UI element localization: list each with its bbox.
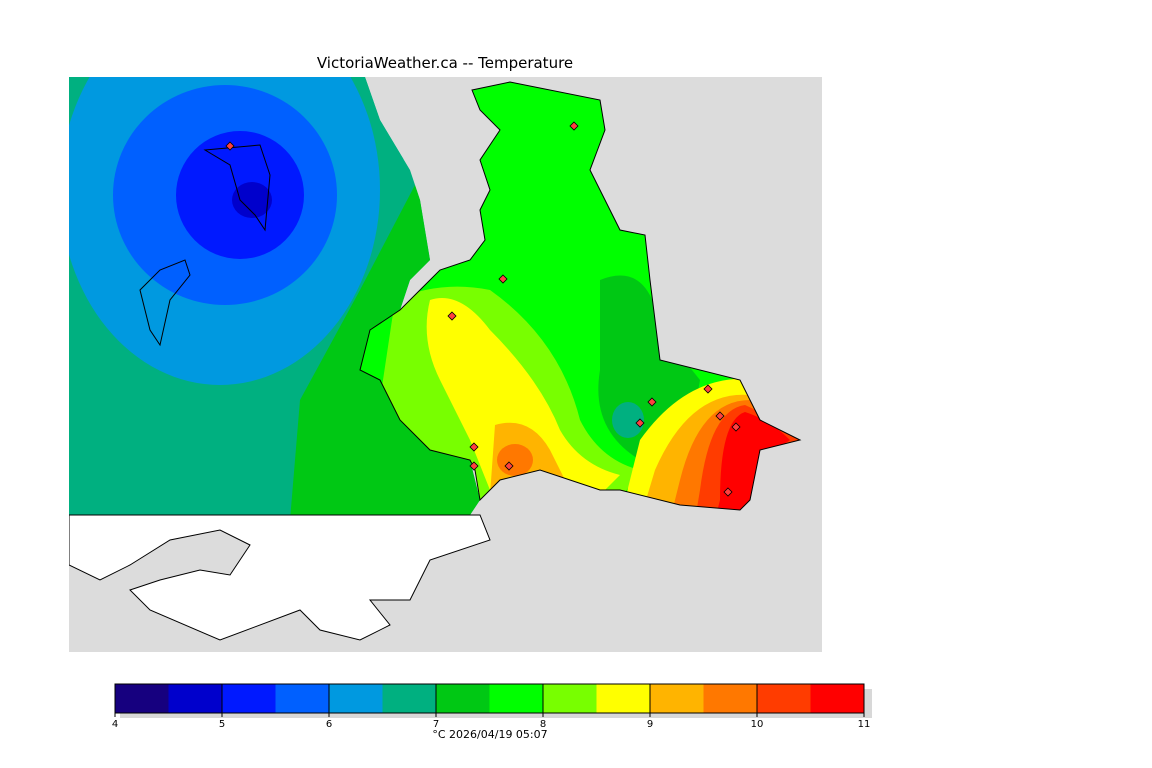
chart-title: VictoriaWeather.ca -- Temperature (316, 54, 574, 72)
colorbar-segment (436, 684, 490, 713)
temperature-map (69, 77, 822, 652)
colorbar-tick-label: 4 (112, 719, 118, 730)
station-marker[interactable] (504, 461, 514, 471)
coastline-island-2 (203, 144, 271, 232)
colorbar-segment (168, 684, 222, 713)
colorbar-tick-label: 9 (647, 719, 653, 730)
station-marker[interactable] (447, 311, 457, 321)
colorbar-caption: °C 2026/04/19 05:07 (432, 728, 547, 741)
colorbar-tick-label: 8 (540, 719, 546, 730)
colorbar-tick-label: 11 (858, 719, 871, 730)
weather-stations (225, 121, 741, 497)
colorbar-segment (489, 684, 543, 713)
contour-west (69, 77, 480, 515)
colorbar-segment (757, 684, 811, 713)
colorbar-segment (115, 684, 169, 713)
colorbar-tick-label: 10 (751, 719, 764, 730)
coastline-island (139, 259, 191, 347)
colorbar-segment (650, 684, 704, 713)
colorbar-tick-label: 5 (219, 719, 225, 730)
station-marker[interactable] (569, 121, 579, 131)
station-marker[interactable] (731, 422, 741, 432)
station-marker[interactable] (703, 384, 713, 394)
colorbar-segment (222, 684, 276, 713)
colorbar-tick-label: 6 (326, 719, 332, 730)
station-marker[interactable] (469, 461, 479, 471)
station-marker[interactable] (225, 141, 235, 151)
colorbar-segment (543, 684, 597, 713)
land-washington (69, 514, 491, 641)
colorbar-segment (382, 684, 436, 713)
colorbar-segment (329, 684, 383, 713)
colorbar-tick-label: 7 (433, 719, 439, 730)
station-marker[interactable] (723, 487, 733, 497)
station-marker[interactable] (498, 274, 508, 284)
colorbar-segment (703, 684, 757, 713)
station-marker[interactable] (715, 411, 725, 421)
station-marker[interactable] (635, 418, 645, 428)
colorbar-segment (810, 684, 864, 713)
colorbar-segment (596, 684, 650, 713)
station-marker[interactable] (647, 397, 657, 407)
station-marker[interactable] (469, 442, 479, 452)
colorbar-segment (275, 684, 329, 713)
